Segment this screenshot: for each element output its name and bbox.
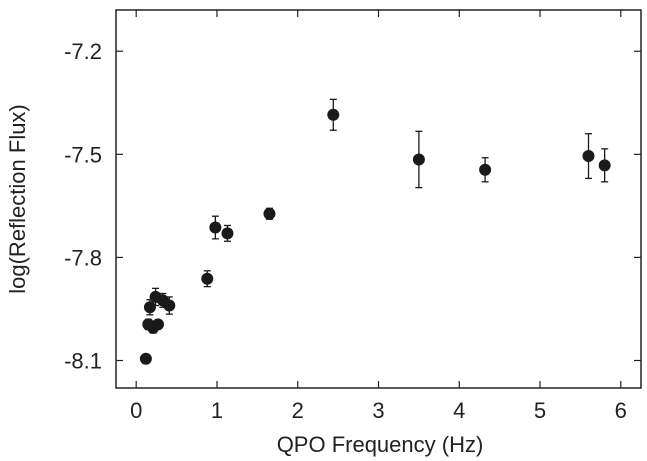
- y-tick-label: -7.2: [64, 39, 102, 64]
- x-tick-label: 6: [615, 398, 627, 423]
- y-tick-label: -7.5: [64, 142, 102, 167]
- x-tick-label: 1: [211, 398, 223, 423]
- data-point: [221, 227, 234, 240]
- data-point: [152, 318, 164, 331]
- y-axis-ticks: -7.2 -7.5 -7.8 -8.1: [64, 39, 641, 374]
- data-point: [327, 108, 340, 121]
- data-points: [139, 98, 611, 365]
- x-axis-title: QPO Frequency (Hz): [277, 432, 484, 457]
- y-tick-label: -7.8: [64, 245, 102, 270]
- data-point: [598, 159, 611, 172]
- data-point: [143, 301, 156, 314]
- y-tick-label: -8.1: [64, 349, 102, 374]
- x-tick-label: 5: [534, 398, 546, 423]
- data-point: [479, 163, 492, 176]
- x-tick-label: 4: [453, 398, 465, 423]
- x-axis-ticks: 0 1 2 3 4 5 6: [130, 10, 627, 423]
- data-point: [139, 352, 152, 365]
- data-point: [201, 272, 214, 285]
- data-point: [412, 153, 425, 166]
- plot-frame: [115, 9, 642, 389]
- data-point: [163, 299, 176, 312]
- x-tick-label: 2: [292, 398, 304, 423]
- data-point: [263, 207, 276, 220]
- data-point: [209, 221, 222, 234]
- data-point: [582, 150, 595, 163]
- x-tick-label: 3: [372, 398, 384, 423]
- x-tick-label: 0: [130, 398, 142, 423]
- y-axis-title: log(Reflection Flux): [5, 104, 30, 294]
